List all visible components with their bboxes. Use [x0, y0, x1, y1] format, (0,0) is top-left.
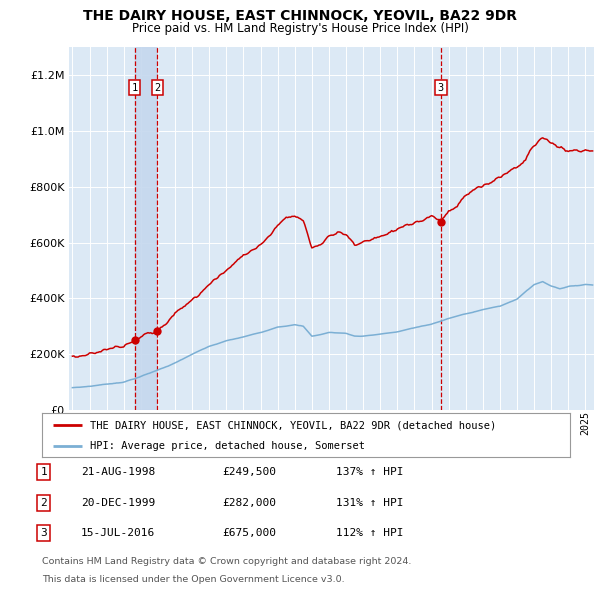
Text: 112% ↑ HPI: 112% ↑ HPI: [336, 529, 404, 538]
Text: This data is licensed under the Open Government Licence v3.0.: This data is licensed under the Open Gov…: [42, 575, 344, 584]
Text: 15-JUL-2016: 15-JUL-2016: [81, 529, 155, 538]
Text: Contains HM Land Registry data © Crown copyright and database right 2024.: Contains HM Land Registry data © Crown c…: [42, 558, 412, 566]
Text: £282,000: £282,000: [222, 498, 276, 507]
Text: 2: 2: [40, 498, 47, 507]
Text: Price paid vs. HM Land Registry's House Price Index (HPI): Price paid vs. HM Land Registry's House …: [131, 22, 469, 35]
Text: HPI: Average price, detached house, Somerset: HPI: Average price, detached house, Some…: [89, 441, 365, 451]
Text: 137% ↑ HPI: 137% ↑ HPI: [336, 467, 404, 477]
Text: THE DAIRY HOUSE, EAST CHINNOCK, YEOVIL, BA22 9DR (detached house): THE DAIRY HOUSE, EAST CHINNOCK, YEOVIL, …: [89, 421, 496, 430]
Text: 2: 2: [154, 83, 161, 93]
Text: THE DAIRY HOUSE, EAST CHINNOCK, YEOVIL, BA22 9DR: THE DAIRY HOUSE, EAST CHINNOCK, YEOVIL, …: [83, 9, 517, 24]
Text: 20-DEC-1999: 20-DEC-1999: [81, 498, 155, 507]
Text: 21-AUG-1998: 21-AUG-1998: [81, 467, 155, 477]
Text: 3: 3: [437, 83, 444, 93]
Text: £249,500: £249,500: [222, 467, 276, 477]
Text: £675,000: £675,000: [222, 529, 276, 538]
Text: 1: 1: [40, 467, 47, 477]
Text: 1: 1: [131, 83, 138, 93]
Text: 131% ↑ HPI: 131% ↑ HPI: [336, 498, 404, 507]
Text: 3: 3: [40, 529, 47, 538]
Bar: [134, 47, 157, 410]
